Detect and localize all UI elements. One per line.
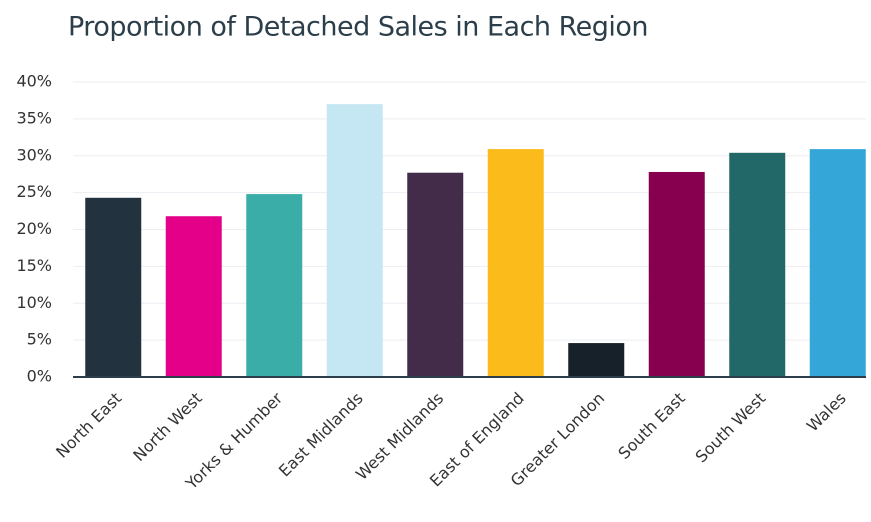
y-tick-label: 20% bbox=[16, 219, 52, 238]
y-tick-label: 25% bbox=[16, 182, 52, 201]
bar bbox=[246, 194, 303, 377]
bar bbox=[326, 104, 383, 377]
y-tick-label: 15% bbox=[16, 256, 52, 275]
x-tick-label: Wales bbox=[803, 389, 850, 436]
bar bbox=[729, 152, 786, 377]
x-tick-label: South East bbox=[614, 389, 688, 463]
bar bbox=[165, 216, 222, 377]
x-tick-label: North West bbox=[129, 389, 205, 465]
y-tick-label: 40% bbox=[16, 72, 52, 91]
bar bbox=[407, 172, 464, 377]
x-tick-label: East Midlands bbox=[275, 389, 367, 481]
y-tick-label: 10% bbox=[16, 293, 52, 312]
bar bbox=[568, 343, 625, 377]
bar bbox=[487, 149, 544, 377]
y-tick-label: 0% bbox=[27, 367, 52, 386]
y-tick-label: 5% bbox=[27, 330, 52, 349]
x-tick-label: South West bbox=[692, 389, 770, 467]
x-tick-label: North East bbox=[52, 389, 125, 462]
y-tick-label: 35% bbox=[16, 108, 52, 127]
bar bbox=[648, 171, 705, 377]
bar bbox=[809, 149, 866, 377]
bar bbox=[85, 197, 142, 377]
y-tick-label: 30% bbox=[16, 145, 52, 164]
chart-title: Proportion of Detached Sales in Each Reg… bbox=[68, 12, 648, 43]
